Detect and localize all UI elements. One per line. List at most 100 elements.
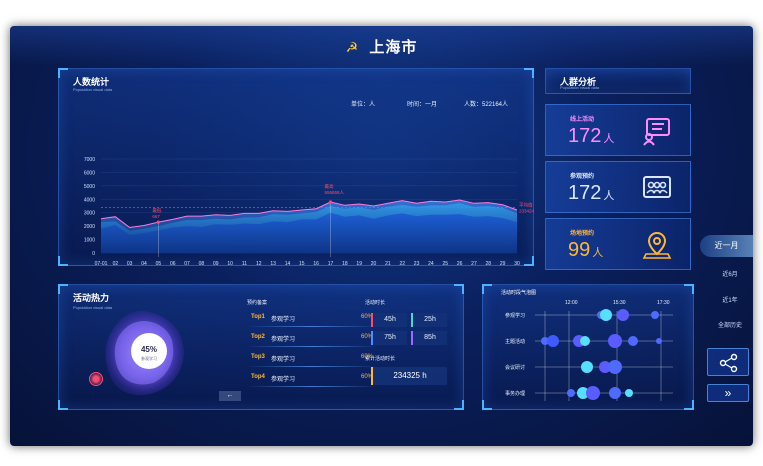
stat-value: 172 人 (568, 125, 615, 147)
population-subtitle: Population visual data (73, 87, 113, 92)
ranking-row[interactable]: Top4 参观学习 60% (247, 369, 377, 387)
x-tick-label: 14 (285, 261, 291, 267)
duration-box: 45h (371, 313, 407, 327)
x-tick-label: 25 (442, 261, 448, 267)
record-icon[interactable] (89, 372, 103, 386)
stat-value: 172 人 (568, 182, 615, 204)
crowd-title: 人群分析 (560, 77, 597, 87)
x-tick-label: 30 (514, 261, 520, 267)
area-series (101, 212, 517, 253)
bubble-title: 活动时段气泡图 (501, 290, 537, 296)
low-annotation-title: 最低 (152, 207, 161, 214)
filter-last-6-months[interactable]: 近6月 (722, 272, 738, 278)
y-tick-label: 6000 (84, 170, 95, 176)
bubble-time: 17:30 (657, 300, 670, 306)
total-title: 累计活动时长 (365, 356, 396, 362)
filter-last-month[interactable]: 近一月 (700, 235, 753, 257)
stat-card-online[interactable]: 线上活动 172 人 (545, 104, 691, 156)
bubble-row-label: 主题活动 (505, 339, 526, 345)
x-tick-label: 17 (328, 261, 334, 267)
stat-value: 99 人 (568, 239, 604, 261)
time-label: 时间：一月 (407, 102, 438, 108)
population-panel: 人数统计 Population visual data 单位：人 时间：一月 人… (58, 68, 535, 267)
y-tick-label: 5000 (84, 184, 95, 190)
stat-card-venue[interactable]: 场地预约 99 人 (545, 218, 691, 270)
x-tick-label: 28 (486, 261, 492, 267)
total-value: 234325 h (371, 367, 447, 385)
filter-last-year[interactable]: 近1年 (722, 298, 738, 304)
header-bar (10, 26, 753, 66)
crowd-subtitle: Population visual data (560, 85, 600, 90)
series-line (100, 199, 518, 229)
x-tick-label: 13 (270, 261, 276, 267)
location-icon (642, 231, 672, 259)
duration-title: 活动时长 (365, 300, 386, 306)
filter-all-history[interactable]: 全部历史 (717, 323, 742, 329)
bubble-row-label: 参观学习 (505, 313, 526, 319)
x-tick-label: 10 (227, 261, 233, 267)
avg-annotation-title: 平均值 (519, 201, 533, 208)
unit-label: 单位：人 (351, 102, 376, 108)
x-tick-label: 09 (213, 261, 219, 267)
stat-card-visit[interactable]: 参观预约 172 人 (545, 161, 691, 213)
y-tick-label: 1000 (84, 238, 95, 244)
heat-percent: 45% (140, 345, 157, 354)
y-tick-label: 2000 (84, 224, 95, 230)
y-tick-label: 4000 (84, 197, 95, 203)
share-icon (719, 353, 738, 373)
back-button[interactable]: ← (219, 391, 241, 401)
next-button[interactable]: » (707, 384, 749, 402)
ranking-row[interactable]: Top1 参观学习 60% (247, 309, 377, 327)
duration-box: 85h (411, 331, 447, 345)
stat-label: 线上活动 (570, 117, 595, 123)
x-tick-label: 06 (170, 261, 176, 267)
duration-box: 75h (371, 331, 407, 345)
group-icon (643, 176, 671, 198)
bubble-row-label: 会议研讨 (505, 365, 526, 371)
x-tick-label: 03 (127, 261, 133, 267)
population-title: 人数统计 (73, 77, 110, 87)
bubble-chart (535, 309, 673, 401)
ranking-title: 预约备案 (247, 300, 268, 306)
x-tick-label: 07 (184, 261, 190, 267)
heat-percent-label: 参观学习 (141, 356, 157, 361)
activity-title: 活动热力 (73, 293, 110, 303)
share-button[interactable] (707, 348, 749, 376)
emblem-icon: ☭ (345, 39, 360, 55)
bubble-time: 12:00 (565, 300, 578, 306)
x-tick-label: 08 (199, 261, 205, 267)
high-annotation-title: 最高 (325, 183, 334, 190)
marker-point (328, 200, 333, 204)
presentation-icon (643, 118, 670, 146)
page-title: ☭ 上海市 (10, 36, 753, 57)
x-tick-label: 26 (457, 261, 463, 267)
y-tick-label: 0 (92, 251, 95, 257)
count-label: 人数：522164人 (464, 102, 509, 108)
population-chart: 07-01 02 03 04 05 06 07 08 09 10 11 12 13 14 15 16 17 18 1… (84, 157, 535, 267)
bubble-panel: 活动时段气泡图 12:00 15:30 17:30 参观学习 主题活动 会议研讨… (482, 284, 694, 410)
x-tick-label: 07-01 (95, 261, 108, 267)
x-tick-label: 11 (242, 261, 247, 267)
crowd-panel-header: 人群分析 Population visual data (545, 68, 691, 94)
x-tick-label: 04 (141, 261, 147, 267)
duration-box: 25h (411, 313, 447, 327)
x-tick-label: 22 (399, 261, 405, 267)
bubble-time: 15:30 (613, 300, 626, 306)
low-annotation-value: 667 (152, 214, 160, 219)
dashboard-screen: ☭ 上海市 人数统计 Population visual data 单位：人 时… (10, 26, 753, 446)
x-tick-label: 12 (256, 261, 262, 267)
x-tick-label: 27 (471, 261, 477, 267)
ranking-row[interactable]: Top2 参观学习 60% (247, 329, 377, 347)
y-tick-label: 7000 (84, 157, 95, 163)
x-tick-label: 20 (371, 261, 377, 267)
y-tick-label: 3000 (84, 211, 95, 217)
x-tick-label: 15 (299, 261, 305, 267)
x-tick-label: 21 (385, 261, 391, 267)
heat-blob (105, 310, 184, 396)
ranking-row[interactable]: Top3 参观学习 60% (247, 349, 377, 367)
high-annotation-value: 556655人 (325, 190, 345, 195)
city-title: 上海市 (369, 39, 418, 56)
bubble-row-label: 事务办理 (505, 391, 526, 397)
marker-point (156, 220, 160, 224)
stat-label: 参观预约 (570, 174, 595, 180)
